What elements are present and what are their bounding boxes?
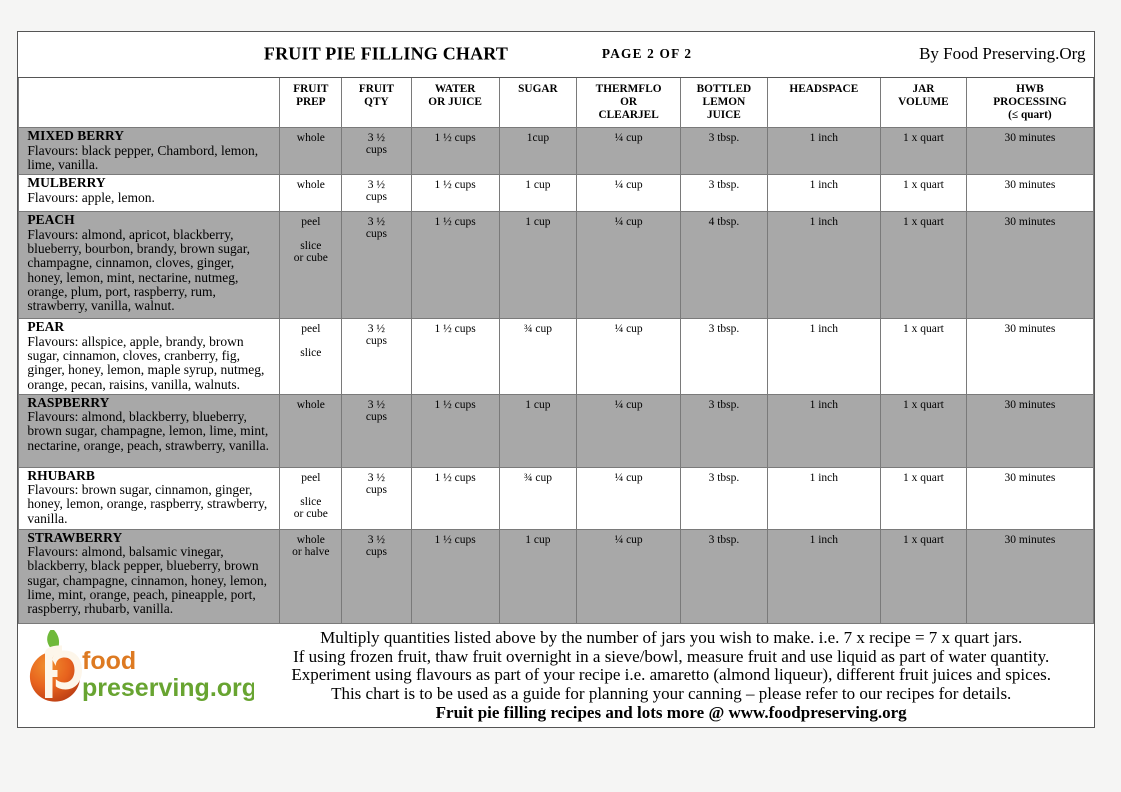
svg-text:preserving.org: preserving.org (82, 674, 254, 702)
svg-text:food: food (82, 647, 136, 675)
